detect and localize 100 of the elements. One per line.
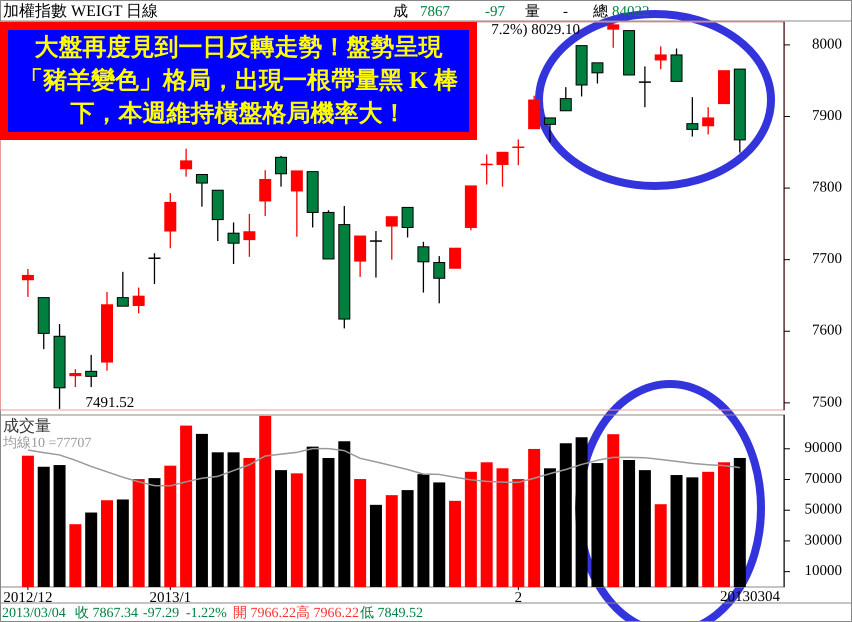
candlestick	[228, 222, 240, 265]
bar	[370, 504, 382, 587]
text: -	[563, 4, 568, 20]
bar	[306, 446, 319, 587]
candlestick	[116, 271, 129, 307]
candlestick	[449, 248, 462, 269]
annotation: 7491.52	[86, 394, 134, 411]
bar	[338, 441, 350, 587]
bar	[718, 462, 730, 587]
y-tick-label: 50000	[804, 502, 842, 518]
y-tick-label: 7700	[812, 251, 842, 268]
bar	[132, 479, 145, 587]
text: 低 7849.52	[360, 605, 423, 621]
y-tick-label: 90000	[804, 440, 842, 456]
y-tick-label: 10000	[804, 563, 842, 580]
candlestick	[702, 106, 714, 136]
text: -97.29	[143, 606, 180, 621]
candlestick	[85, 354, 98, 388]
bar	[243, 458, 256, 587]
bar	[38, 466, 50, 587]
bar	[734, 458, 746, 587]
y-tick-label: 70000	[804, 470, 842, 487]
candlestick	[180, 148, 192, 178]
candlestick	[386, 216, 398, 260]
candlestick	[591, 62, 604, 84]
y-tick-label: 7900	[812, 108, 842, 124]
y-tick-label: 7800	[812, 180, 842, 196]
bar	[22, 456, 34, 587]
candlestick	[433, 255, 446, 304]
candlestick	[512, 138, 526, 166]
bar	[670, 475, 683, 587]
x-tick-label: 2013/1	[149, 590, 192, 606]
bar	[148, 478, 160, 587]
candlestick	[275, 155, 288, 188]
bar	[69, 524, 82, 587]
text: 量	[525, 4, 540, 20]
candlestick	[480, 154, 494, 186]
candlestick	[654, 46, 667, 70]
bar	[212, 452, 224, 587]
text: 收 7867.34	[75, 605, 138, 621]
candlestick	[132, 286, 145, 314]
bar	[402, 490, 414, 587]
bar	[417, 474, 430, 587]
bar	[686, 477, 698, 587]
candlestick	[290, 170, 303, 238]
candlestick	[544, 117, 556, 143]
bar	[101, 500, 114, 587]
candlestick	[243, 213, 256, 258]
bar	[54, 465, 66, 587]
x-tick-label: 2012/12	[3, 590, 52, 606]
bar	[449, 500, 462, 587]
candlestick	[638, 66, 652, 108]
bar	[228, 452, 240, 587]
bar	[496, 468, 509, 587]
candlestick	[369, 230, 383, 278]
annotation: 7.2%) 8029.10	[491, 22, 580, 38]
bar	[180, 426, 192, 587]
candlestick	[607, 23, 620, 48]
candlestick	[686, 96, 698, 138]
bar	[464, 472, 477, 587]
bar	[433, 482, 446, 587]
y-tick-label: 30000	[804, 532, 842, 548]
title: 成交量	[3, 418, 51, 435]
candlestick	[69, 368, 82, 388]
bar	[116, 499, 129, 587]
bar	[85, 512, 98, 587]
candlestick	[22, 268, 34, 298]
bar	[480, 462, 493, 587]
candlestick	[196, 174, 208, 208]
candlestick	[417, 241, 430, 294]
bar	[528, 448, 540, 587]
text: 開 7966.22	[233, 606, 296, 621]
bar	[275, 470, 288, 587]
x-tick-label: 2	[514, 590, 522, 606]
text: -97	[485, 4, 506, 20]
text: 高 7966.22	[296, 605, 359, 621]
bar	[702, 472, 714, 587]
y-tick-label: 7500	[812, 394, 842, 410]
bar	[386, 495, 398, 587]
bar	[259, 416, 272, 587]
text: 成	[393, 3, 408, 20]
text: 2013/03/04	[2, 606, 66, 621]
bar	[576, 437, 588, 587]
bar	[560, 443, 572, 587]
candlestick	[560, 86, 572, 112]
candlestick	[148, 252, 162, 285]
text: 總	[592, 3, 608, 20]
bar	[164, 466, 176, 587]
text: -1.22%	[186, 606, 228, 621]
candlestick	[402, 206, 414, 238]
bar	[654, 504, 667, 587]
series-label: 均線10 =77707	[3, 436, 92, 451]
candlestick	[259, 170, 272, 217]
bar	[196, 434, 208, 587]
note-box: 大盤再度見到一日反轉走勢！盤勢呈現「豬羊變色」格局，出現一根帶量黑 K 棒下，本週維持橫盤格局機率大！	[0, 22, 477, 140]
bar	[322, 458, 334, 587]
bar	[623, 460, 636, 587]
bar	[638, 470, 651, 587]
bar	[591, 463, 604, 587]
y-tick-label: 8000	[812, 36, 842, 52]
